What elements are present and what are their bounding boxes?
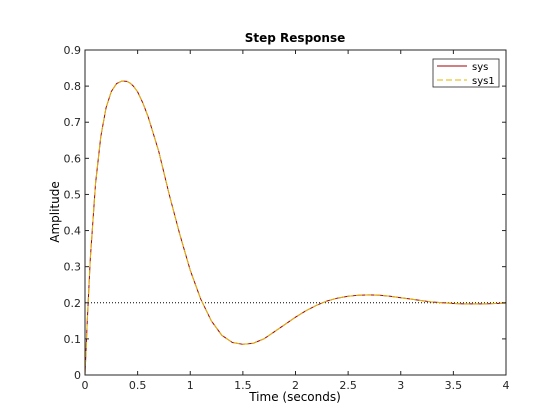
tick-layer: 0 0.5 1 1.5 2 2.5 3 3.5 4 0 0.1 0.2 0.3 0.4 0.5 0.6 0.7 0… xyxy=(64,44,510,392)
legend[interactable]: sys sys1 xyxy=(432,58,500,88)
y-tick-label: 0.9 xyxy=(64,44,82,57)
x-tick-label: 2.5 xyxy=(339,379,357,392)
y-tick-label: 0 xyxy=(74,369,81,382)
x-tick-label: 1 xyxy=(187,379,194,392)
series-line-sys1 xyxy=(84,80,507,376)
chart-title: Step Response xyxy=(245,31,345,45)
y-tick-label: 0.8 xyxy=(64,80,82,93)
x-tick-label: 3.5 xyxy=(445,379,463,392)
legend-label-sys1: sys1 xyxy=(472,76,495,87)
legend-box xyxy=(432,58,500,88)
y-tick-label: 0.1 xyxy=(64,333,82,346)
y-tick-label: 0.4 xyxy=(64,225,82,238)
x-tick-label: 3 xyxy=(397,379,404,392)
series-layer xyxy=(84,80,507,376)
x-axis-label: Time (seconds) xyxy=(248,390,341,404)
y-tick-label: 0.5 xyxy=(64,188,82,201)
y-tick-label: 0.3 xyxy=(64,261,82,274)
x-tick-label: 4 xyxy=(503,379,510,392)
y-tick-label: 0.7 xyxy=(64,116,82,129)
legend-label-sys: sys xyxy=(472,62,488,73)
x-tick-label: 2 xyxy=(292,379,299,392)
y-tick-label: 0.6 xyxy=(64,152,82,165)
y-axis-label: Amplitude xyxy=(48,181,62,243)
x-tick-label: 0.5 xyxy=(129,379,147,392)
y-tick-label: 0.2 xyxy=(64,297,82,310)
x-tick-label: 0 xyxy=(82,379,89,392)
axes-background xyxy=(85,50,506,375)
plot-area[interactable]: 0 0.5 1 1.5 2 2.5 3 3.5 4 0 0.1 0.2 0.3 0.4 0.5 0.6 0.7 0… xyxy=(64,44,510,392)
x-tick-label: 1.5 xyxy=(234,379,252,392)
